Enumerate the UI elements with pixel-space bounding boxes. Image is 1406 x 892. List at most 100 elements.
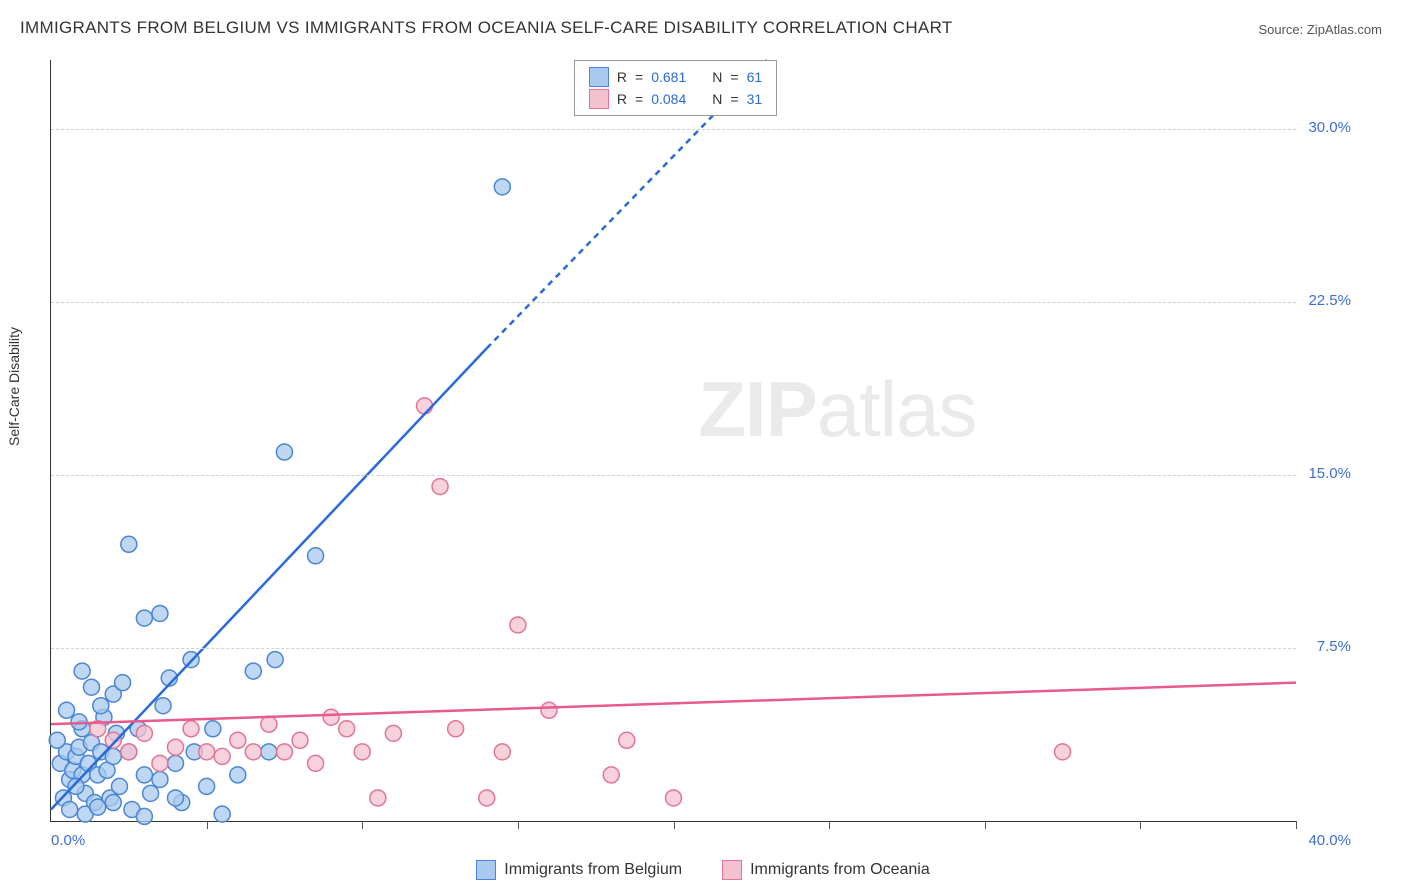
gridline xyxy=(51,648,1296,649)
data-point xyxy=(136,808,152,824)
legend-item-belgium: Immigrants from Belgium xyxy=(476,860,682,880)
gridline xyxy=(51,475,1296,476)
plot-area: ZIPatlas R = 0.681 N = 61 R = xyxy=(50,60,1296,822)
x-tick xyxy=(207,821,208,829)
legend-item-oceania: Immigrants from Oceania xyxy=(722,860,930,880)
data-point xyxy=(62,801,78,817)
data-point xyxy=(136,767,152,783)
data-point xyxy=(308,755,324,771)
r-value-belgium: 0.681 xyxy=(651,66,686,88)
data-point xyxy=(143,785,159,801)
gridline xyxy=(51,129,1296,130)
data-point xyxy=(205,721,221,737)
data-point xyxy=(245,663,261,679)
y-tick-label: 30.0% xyxy=(1308,119,1351,136)
series-legend: Immigrants from Belgium Immigrants from … xyxy=(0,860,1406,880)
r-label: R xyxy=(617,88,627,110)
x-tick xyxy=(985,821,986,829)
data-point xyxy=(111,778,127,794)
y-tick-label: 15.0% xyxy=(1308,465,1351,482)
data-point xyxy=(245,744,261,760)
data-point xyxy=(354,744,370,760)
n-label: N xyxy=(712,88,722,110)
data-point xyxy=(152,755,168,771)
data-point xyxy=(385,725,401,741)
data-point xyxy=(261,744,277,760)
n-label: N xyxy=(712,66,722,88)
source-name: ZipAtlas.com xyxy=(1307,22,1382,37)
data-point xyxy=(370,790,386,806)
swatch-belgium xyxy=(589,67,609,87)
data-point xyxy=(619,732,635,748)
data-point xyxy=(494,744,510,760)
data-point xyxy=(136,610,152,626)
data-point xyxy=(261,716,277,732)
data-point xyxy=(323,709,339,725)
r-value-oceania: 0.084 xyxy=(651,88,686,110)
swatch-belgium xyxy=(476,860,496,880)
data-point xyxy=(1055,744,1071,760)
eq-sign: = xyxy=(730,66,738,88)
x-tick xyxy=(1296,821,1297,829)
x-min-label: 0.0% xyxy=(51,832,85,849)
n-value-belgium: 61 xyxy=(747,66,763,88)
eq-sign: = xyxy=(635,88,643,110)
data-point xyxy=(603,767,619,783)
correlation-legend: R = 0.681 N = 61 R = 0.084 N = 31 xyxy=(574,60,777,116)
data-point xyxy=(168,739,184,755)
data-point xyxy=(105,732,121,748)
x-tick xyxy=(518,821,519,829)
x-tick xyxy=(362,821,363,829)
data-point xyxy=(121,744,137,760)
data-point xyxy=(510,617,526,633)
source-prefix: Source: xyxy=(1258,22,1306,37)
data-point xyxy=(152,771,168,787)
y-tick-label: 7.5% xyxy=(1317,638,1351,655)
data-point xyxy=(276,744,292,760)
data-point xyxy=(168,755,184,771)
eq-sign: = xyxy=(730,88,738,110)
data-point xyxy=(168,790,184,806)
x-tick xyxy=(1140,821,1141,829)
data-point xyxy=(90,799,106,815)
data-point xyxy=(68,778,84,794)
y-axis-title: Self-Care Disability xyxy=(6,327,22,446)
source-attribution: Source: ZipAtlas.com xyxy=(1258,22,1382,37)
data-point xyxy=(448,721,464,737)
data-point xyxy=(93,698,109,714)
trendline-belgium-solid xyxy=(51,348,487,809)
data-point xyxy=(230,732,246,748)
legend-row-belgium: R = 0.681 N = 61 xyxy=(589,66,762,88)
x-tick xyxy=(829,821,830,829)
swatch-oceania xyxy=(722,860,742,880)
data-point xyxy=(666,790,682,806)
data-point xyxy=(214,748,230,764)
data-point xyxy=(136,725,152,741)
data-point xyxy=(199,744,215,760)
data-point xyxy=(479,790,495,806)
r-label: R xyxy=(617,66,627,88)
data-point xyxy=(432,479,448,495)
data-point xyxy=(83,679,99,695)
data-point xyxy=(74,663,90,679)
data-point xyxy=(308,548,324,564)
data-point xyxy=(339,721,355,737)
legend-label-belgium: Immigrants from Belgium xyxy=(504,861,682,879)
data-point xyxy=(59,702,75,718)
data-point xyxy=(292,732,308,748)
data-point xyxy=(494,179,510,195)
legend-row-oceania: R = 0.084 N = 31 xyxy=(589,88,762,110)
data-point xyxy=(267,652,283,668)
y-tick-label: 22.5% xyxy=(1308,292,1351,309)
legend-label-oceania: Immigrants from Oceania xyxy=(750,861,930,879)
data-point xyxy=(155,698,171,714)
n-value-oceania: 31 xyxy=(747,88,763,110)
x-max-label: 40.0% xyxy=(1308,832,1351,849)
gridline xyxy=(51,302,1296,303)
data-point xyxy=(115,675,131,691)
swatch-oceania xyxy=(589,89,609,109)
data-point xyxy=(49,732,65,748)
data-point xyxy=(276,444,292,460)
x-tick xyxy=(674,821,675,829)
data-point xyxy=(417,398,433,414)
